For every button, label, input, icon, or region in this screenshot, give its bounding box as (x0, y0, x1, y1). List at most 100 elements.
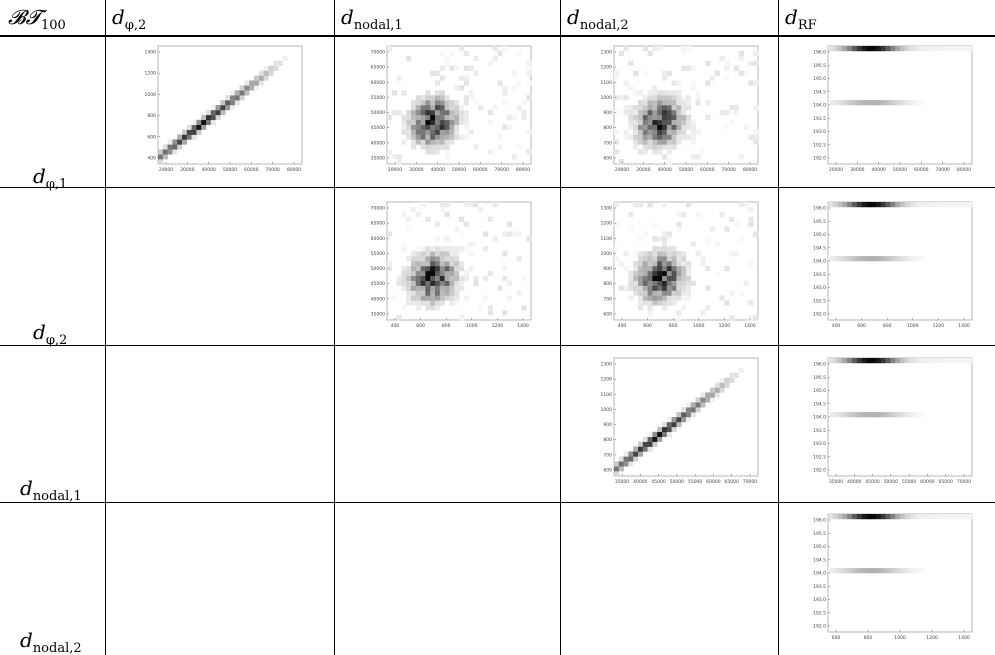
heatmap-cell (957, 358, 963, 364)
heatmap-cell (662, 431, 668, 437)
heatmap-cell (633, 265, 639, 272)
heatmap-cell (828, 412, 834, 418)
heatmap-cell (516, 256, 522, 262)
heatmap-cell (618, 95, 624, 101)
heatmap-cell (459, 265, 465, 272)
y-tick-label: 50000 (371, 110, 385, 116)
heatmap-cell (676, 270, 682, 277)
heatmap-cell (671, 275, 677, 281)
heatmap-cell (430, 265, 436, 272)
heatmap-cell (273, 65, 279, 71)
heatmap-cell (468, 251, 474, 257)
heatmap-cell (430, 149, 436, 155)
x-tick-label: 70000 (743, 479, 757, 485)
heatmap-cell (415, 100, 421, 106)
heatmap-cell (842, 202, 848, 208)
heatmap-cell (439, 295, 445, 301)
y-tick-label: 195.0 (813, 388, 826, 394)
heatmap-cell (633, 119, 639, 125)
heatmap-dphi1-dnodal1: 20000 30000 40000 50000 60000 70000 80000 35000… (365, 44, 535, 174)
heatmap-cell (686, 105, 692, 111)
heatmap-cell (391, 90, 397, 96)
heatmap-cell (666, 275, 672, 281)
heatmap-cell (642, 280, 648, 286)
y-tick-label: 1200 (601, 65, 613, 71)
heatmap-cell (411, 100, 417, 106)
x-tick-label: 600 (832, 635, 841, 641)
x-tick-label: 800 (669, 323, 678, 329)
heatmap-cell (642, 95, 648, 101)
heatmap-cell (724, 382, 730, 388)
heatmap-cell (948, 514, 954, 520)
heatmap-cell (738, 55, 744, 62)
heatmap-cell (401, 211, 407, 218)
heatmap-cell (521, 305, 527, 311)
heatmap-cell (526, 65, 532, 71)
heatmap-cell (463, 95, 469, 101)
heatmap-cell (686, 407, 692, 413)
heatmap-cell (487, 119, 493, 125)
heatmap-cell (401, 241, 407, 247)
grid-vline (778, 0, 779, 655)
heatmap-cell (652, 295, 658, 301)
heatmap-cell (962, 358, 968, 364)
heatmap-cell (647, 441, 653, 447)
heatmap-cell (172, 149, 178, 155)
heatmap-cell (652, 124, 658, 130)
heatmap-cell (516, 80, 522, 86)
heatmap-cell (676, 256, 682, 262)
heatmap-cell (642, 251, 648, 257)
heatmap-dphi1-dphi2: 20000 30000 40000 50000 60000 70000 80000 400 60… (136, 44, 306, 174)
heatmap-cell (444, 149, 450, 155)
heatmap-cell (681, 65, 687, 71)
heatmap-cell (671, 280, 677, 286)
heatmap-cell (406, 216, 412, 222)
x-tick-label: 1200 (926, 635, 938, 641)
heatmap-cell (633, 446, 639, 452)
heatmap-cell (686, 119, 692, 125)
heatmap-cell (411, 109, 417, 116)
y-tick-label: 35000 (371, 312, 385, 318)
y-tick-label: 194.5 (813, 245, 826, 251)
heatmap-cell (909, 568, 915, 574)
heatmap-cell (435, 139, 441, 145)
heatmap-cell (633, 90, 639, 96)
heatmap-cell (734, 105, 740, 111)
heatmap-cell (463, 109, 469, 116)
heatmap-cell (671, 285, 677, 291)
heatmap-cell (876, 46, 882, 52)
heatmap-cell (652, 114, 658, 121)
heatmap-cell (411, 251, 417, 257)
y-tick-label: 1400 (145, 50, 157, 56)
heatmap-cell (638, 275, 644, 281)
heatmap-cell (516, 290, 522, 296)
heatmap-cell (705, 241, 711, 247)
heatmap-cell (876, 100, 882, 106)
heatmap-cell (900, 100, 906, 106)
heatmap-cell (729, 216, 735, 222)
heatmap-cell (614, 221, 620, 227)
x-tick-label: 40000 (431, 167, 445, 173)
heatmap-cell (724, 75, 730, 81)
heatmap-cell (714, 387, 720, 393)
heatmap-cell (435, 280, 441, 286)
heatmap-cell (666, 280, 672, 286)
x-tick-label: 20000 (615, 167, 629, 173)
heatmap-cell (444, 236, 450, 242)
heatmap-cell (652, 441, 658, 447)
x-tick-label: 70000 (266, 167, 280, 173)
heatmap-cell (943, 46, 949, 52)
heatmap-cell (895, 46, 901, 52)
heatmap-cell (676, 119, 682, 125)
heatmap-cell (449, 280, 455, 286)
heatmap-cell (852, 568, 858, 574)
y-tick-label: 195.0 (813, 544, 826, 550)
heatmap-cell (487, 109, 493, 116)
x-tick-label: 35000 (615, 479, 629, 485)
y-tick-label: 1100 (601, 392, 613, 398)
heatmap-cell (201, 114, 207, 121)
heatmap-cell (662, 246, 668, 252)
heatmap-cell (177, 134, 183, 140)
heatmap-cell (705, 100, 711, 106)
heatmap-cell (618, 456, 624, 462)
